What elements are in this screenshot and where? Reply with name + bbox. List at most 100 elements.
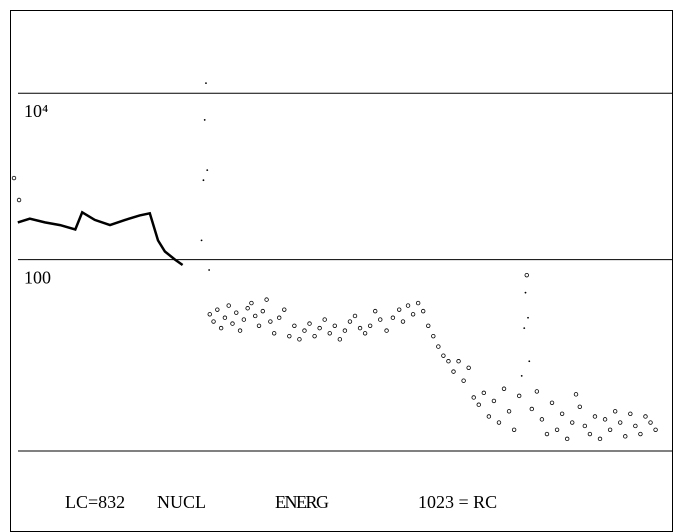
count-circle	[539, 417, 545, 422]
y-tick-label: 10⁴	[24, 101, 48, 121]
count-dot	[524, 291, 527, 294]
count-circle	[332, 323, 337, 328]
count-circle	[456, 359, 461, 364]
count-dot	[520, 374, 523, 377]
count-circle	[312, 333, 317, 339]
count-circle	[405, 303, 411, 308]
count-circle	[384, 328, 389, 333]
count-circle	[215, 307, 220, 312]
count-circle	[529, 406, 535, 412]
count-circle	[592, 414, 598, 419]
count-circle	[643, 414, 648, 419]
count-circle	[297, 337, 302, 342]
count-circle	[633, 423, 638, 429]
count-circle	[511, 427, 517, 432]
count-circle	[559, 411, 565, 417]
count-circle	[211, 319, 216, 324]
count-circle	[597, 436, 603, 442]
count-circle	[268, 319, 273, 324]
count-circle	[307, 321, 312, 326]
count-circle	[501, 386, 507, 391]
count-circle	[302, 328, 307, 333]
count-circle	[451, 369, 456, 374]
spectrum-line	[17, 210, 184, 267]
count-circle	[317, 325, 322, 331]
count-circle	[234, 310, 239, 315]
count-circle	[292, 323, 297, 328]
count-circle	[570, 420, 575, 425]
count-circle	[347, 319, 353, 324]
count-circle	[11, 175, 17, 181]
count-circle	[577, 404, 583, 409]
count-circle	[481, 390, 487, 396]
count-circle	[249, 300, 254, 306]
count-circle	[486, 414, 492, 419]
count-circle	[534, 389, 540, 394]
count-circle	[264, 297, 269, 302]
count-dot	[527, 316, 529, 319]
count-circle	[496, 420, 502, 425]
count-circle	[222, 315, 228, 320]
energ-label: ENERG	[275, 492, 329, 512]
count-circle	[237, 328, 243, 333]
count-dot	[523, 327, 526, 330]
count-circle	[582, 423, 588, 429]
count-circle	[573, 392, 579, 397]
count-circle	[287, 333, 292, 339]
count-circle	[648, 420, 653, 425]
count-circle	[436, 344, 441, 349]
count-circle	[549, 400, 555, 405]
count-dot	[200, 239, 203, 242]
count-circle	[564, 436, 570, 442]
count-circle	[471, 395, 476, 400]
count-circle	[491, 398, 497, 404]
rc-label: 1023 = RC	[418, 492, 497, 512]
count-circle	[618, 420, 623, 425]
count-circle	[367, 323, 373, 328]
count-circle	[446, 359, 451, 364]
count-circle	[628, 411, 633, 417]
count-circle	[397, 307, 402, 312]
count-circle	[441, 353, 446, 358]
count-circle	[653, 427, 658, 432]
count-circle	[476, 402, 481, 407]
count-circle	[352, 313, 358, 319]
count-circle	[16, 197, 22, 203]
count-circle	[638, 431, 643, 437]
count-circle	[357, 325, 363, 331]
count-circle	[207, 312, 212, 317]
count-circle	[390, 315, 396, 320]
count-circle	[516, 393, 522, 399]
count-circle	[461, 378, 466, 383]
count-circle	[226, 303, 231, 308]
count-circle	[426, 323, 431, 328]
count-dot	[208, 269, 211, 271]
count-circle	[587, 431, 593, 437]
count-dot	[202, 179, 205, 182]
count-dot	[203, 119, 206, 121]
y-tick-label: 100	[24, 268, 51, 288]
count-circle	[410, 312, 416, 317]
count-circle	[378, 317, 383, 322]
count-circle	[282, 307, 287, 312]
count-circle	[362, 331, 368, 336]
count-circle	[431, 333, 436, 339]
count-circle	[524, 272, 529, 278]
count-circle	[271, 331, 277, 336]
count-circle	[218, 325, 224, 331]
count-circle	[337, 337, 343, 342]
count-circle	[506, 409, 512, 414]
nucl-label: NUCL	[157, 492, 206, 512]
count-dot	[205, 82, 207, 85]
frame	[10, 10, 673, 532]
count-circle	[253, 313, 258, 319]
count-dot	[206, 169, 209, 171]
count-circle	[256, 323, 262, 328]
count-circle	[245, 306, 250, 311]
count-circle	[277, 315, 282, 320]
count-circle	[602, 417, 608, 422]
count-circle	[544, 431, 550, 437]
count-circle	[554, 427, 560, 432]
count-circle	[607, 427, 613, 432]
